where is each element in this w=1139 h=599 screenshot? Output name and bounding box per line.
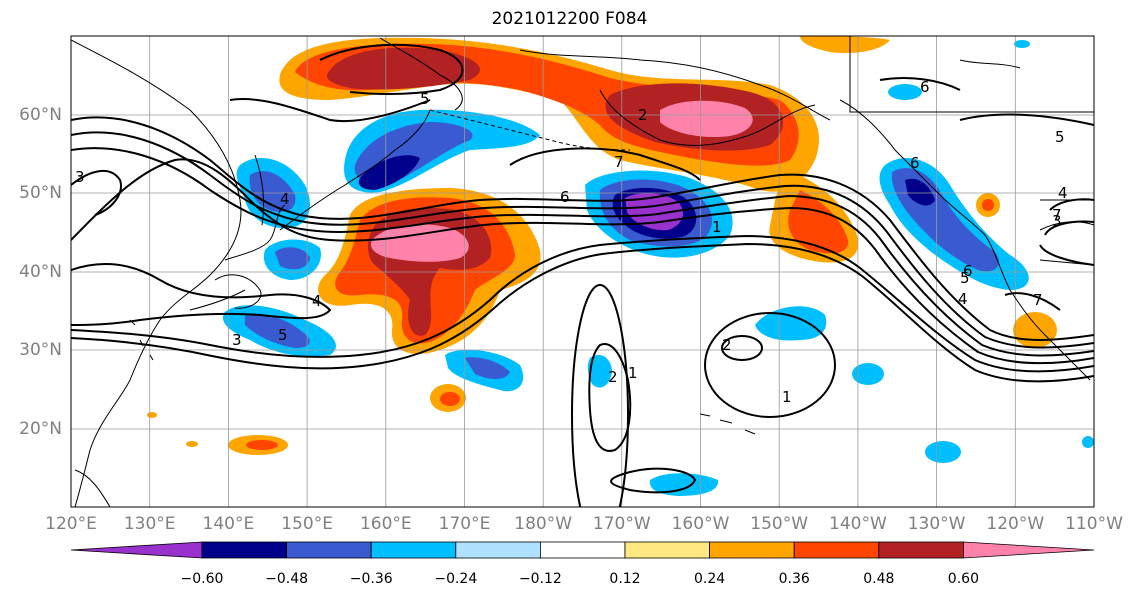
contour-label: 7 [1033,291,1043,309]
colorbar-extend-high [963,541,1095,559]
colorbar-bin [793,541,880,559]
lon-label: 140°E [202,514,255,534]
contour-label: 5 [960,269,970,287]
contour-label: 4 [958,290,968,308]
colorbar-bin [624,541,710,559]
map-frame [70,35,1095,508]
lat-label: 60°N [19,105,62,125]
colorbar-tick-label: 0.12 [609,571,641,587]
colorbar-tick-label: 0.36 [778,571,810,587]
colorbar-bin [709,541,795,559]
colorbar-bin [455,541,541,559]
lon-label: 160°E [359,514,412,534]
contour-label: 2 [638,106,648,124]
contour-label: 1 [782,388,792,406]
lon-label: 130°E [123,514,176,534]
lon-label: 130°W [907,514,966,534]
colorbar-tick-label: 0.24 [694,571,726,587]
contour-label: 1 [628,364,638,382]
colorbar-tick-label: −0.24 [434,571,478,587]
contour-label: 5 [278,326,288,344]
lon-label: 110°W [1065,514,1123,534]
lat-label: 20°N [19,419,62,439]
height-contours [71,43,1094,507]
lat-label: 30°N [19,340,62,360]
lon-label: 170°E [438,514,491,534]
colorbar-bin [201,541,287,559]
contour-label: 3 [75,168,85,186]
contour-label: 4 [312,292,322,310]
lon-label: 170°W [592,514,651,534]
colorbar-tick-label: −0.12 [518,571,562,587]
lon-label: 120°E [45,514,97,534]
lat-label: 40°N [19,262,62,282]
contour-label: 7 [1052,206,1062,224]
map-title: 2021012200 F084 [491,9,648,29]
contour-label: 3 [1052,212,1062,230]
lon-label: 150°W [750,514,809,534]
colorbar-tick-label: 0.48 [863,571,895,587]
map-area [71,36,1094,507]
colorbar [70,541,1095,559]
anomaly-fill [147,36,1094,496]
colorbar-bin [370,541,457,559]
contour-label: 4 [1058,184,1068,202]
contour-label: 4 [280,190,290,208]
contour-label: 6 [963,262,973,280]
lon-label: 150°E [281,514,333,534]
lon-label: 160°W [671,514,730,534]
colorbar-bin [540,541,626,559]
contour-label: 7 [614,153,624,171]
contour-label: 3 [232,331,242,349]
colorbar-bin [878,541,964,559]
colorbar-tick-label: −0.48 [265,571,309,587]
colorbar-bin [286,541,372,559]
contour-label: 1 [712,218,722,236]
colorbar-tick-label: 0.60 [947,571,979,587]
contour-label: 6 [910,154,920,172]
contour-label: 6 [560,188,570,206]
colorbar-extend-low [70,541,203,559]
lon-label: 120°W [986,514,1045,534]
contour-labels: 3 4 5 6 7 1 2 6 5 4 3 4 5 6 7 6 4 1 2 1 … [75,78,1068,406]
lat-label: 50°N [19,183,62,203]
colorbar-tick-label: −0.60 [180,571,224,587]
contour-label: 5 [420,90,430,108]
contour-label: 2 [608,368,618,386]
contour-label: 5 [1055,128,1065,146]
lon-label: 180°W [514,514,573,534]
coastlines [71,36,1094,507]
contour-label: 6 [920,78,930,96]
colorbar-tick-label: −0.36 [349,571,393,587]
lon-label: 140°W [829,514,887,534]
contour-label: 2 [722,336,732,354]
